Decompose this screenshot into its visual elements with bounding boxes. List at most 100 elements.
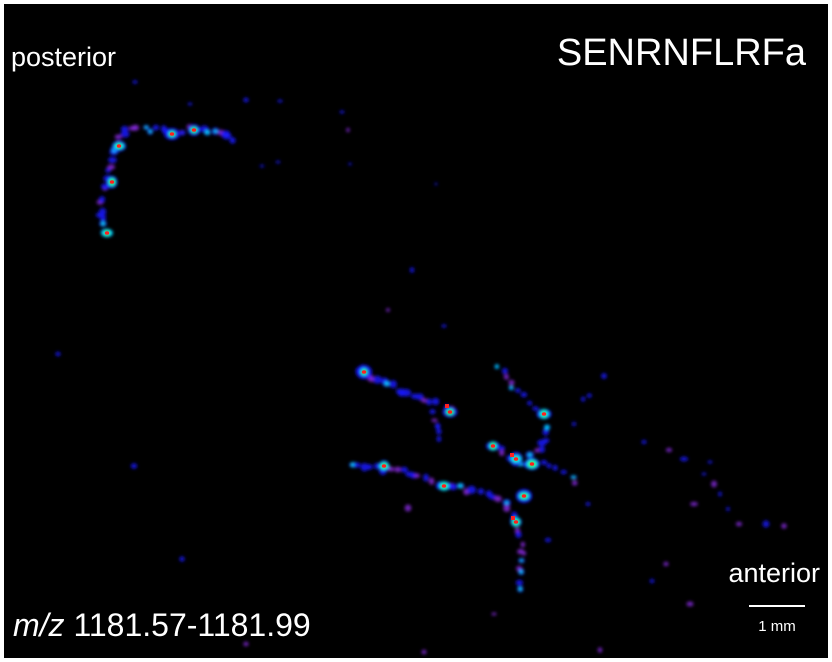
intensity-peak [169, 132, 175, 136]
scale-bar-line [749, 605, 805, 607]
intensity-spot [107, 164, 116, 170]
intensity-spot [413, 473, 421, 478]
intensity-spot [401, 388, 412, 397]
intensity-spot [275, 160, 281, 164]
anterior-label: anterior [728, 558, 820, 588]
mz-range-label: m/z 1181.57-1181.99 [13, 609, 311, 641]
intensity-spot [458, 483, 463, 489]
intensity-spot [366, 464, 373, 470]
intensity-spot [527, 400, 533, 406]
intensity-spot [649, 578, 655, 584]
intensity-spot [243, 641, 249, 647]
intensity-spot [509, 386, 514, 390]
intensity-spot [495, 364, 499, 369]
intensity-spot [585, 501, 591, 507]
intensity-spot [491, 612, 497, 616]
intensity-peak [521, 494, 527, 498]
intensity-spot [508, 379, 515, 386]
intensity-spot [544, 537, 552, 543]
intensity-peak [510, 453, 514, 457]
posterior-label: posterior [11, 42, 117, 72]
intensity-spot [277, 99, 283, 103]
intensity-spot [503, 505, 511, 512]
intensity-spot [586, 393, 592, 398]
intensity-spot [348, 162, 352, 166]
intensity-spot [641, 439, 647, 445]
intensity-spot [663, 561, 669, 567]
intensity-spot [520, 541, 526, 548]
intensity-spot [679, 456, 689, 462]
intensity-spot [400, 466, 408, 473]
intensity-spot [519, 559, 524, 562]
intensity-peak [104, 231, 110, 235]
intensity-peak [529, 462, 535, 466]
intensity-spot [346, 127, 350, 133]
mz-prefix: m/z [13, 607, 65, 643]
intensity-spot [781, 523, 787, 529]
intensity-spot [726, 506, 730, 512]
intensity-peak [511, 516, 515, 520]
intensity-spot [494, 495, 502, 502]
intensity-spot [360, 462, 369, 472]
intensity-spot [527, 452, 533, 457]
intensity-spot [213, 129, 218, 133]
intensity-peak [541, 412, 547, 416]
intensity-spot [538, 445, 546, 453]
intensity-spot [204, 130, 210, 135]
intensity-peak [447, 410, 453, 414]
intensity-spot [130, 463, 138, 469]
ms-image-panel: posterior SENRNFLRFa anterior m/z 1181.5… [4, 4, 828, 658]
intensity-spot [229, 137, 236, 144]
intensity-spot [552, 464, 558, 471]
intensity-spot [686, 601, 694, 607]
intensity-spot [423, 473, 429, 482]
intensity-spot [120, 130, 130, 138]
intensity-spot [597, 647, 603, 653]
intensity-spot [544, 425, 550, 430]
intensity-spot [560, 469, 567, 475]
intensity-spot [518, 587, 523, 591]
intensity-spot [431, 418, 438, 423]
intensity-spot [259, 164, 265, 168]
intensity-spot [532, 406, 539, 411]
intensity-spot [701, 472, 707, 476]
peptide-title: SENRNFLRFa [556, 32, 806, 74]
intensity-peak [191, 128, 197, 132]
intensity-spot [389, 380, 397, 389]
intensity-peak [116, 144, 122, 148]
mz-range-value: 1181.57-1181.99 [73, 607, 311, 643]
intensity-spot [426, 398, 432, 406]
intensity-spot [144, 125, 148, 129]
intensity-spot [353, 462, 361, 468]
intensity-spot [152, 124, 160, 131]
intensity-spot [436, 435, 442, 442]
intensity-spot [540, 459, 548, 465]
intensity-spot [243, 97, 249, 103]
intensity-spot [373, 462, 381, 470]
intensity-spot [501, 367, 508, 375]
intensity-spot [98, 196, 106, 203]
intensity-spot [435, 422, 441, 430]
intensity-spot [434, 182, 438, 186]
intensity-spot [519, 570, 524, 574]
intensity-spot [601, 373, 607, 379]
intensity-spot [690, 501, 698, 507]
intensity-spot [762, 520, 770, 528]
intensity-spot [421, 398, 428, 403]
intensity-spot [477, 488, 485, 495]
intensity-spot [581, 396, 586, 402]
intensity-peak [490, 444, 496, 448]
intensity-spot [114, 134, 122, 140]
intensity-spot [107, 156, 117, 164]
intensity-spot [534, 448, 540, 453]
intensity-spot [429, 409, 436, 415]
intensity-spot [542, 437, 550, 444]
intensity-peak [109, 180, 115, 184]
intensity-peak [361, 370, 367, 374]
intensity-spot [409, 267, 415, 273]
intensity-spot [503, 374, 509, 380]
scale-bar-label: 1 mm [758, 618, 796, 635]
intensity-spot [515, 388, 521, 393]
intensity-spot [132, 80, 138, 84]
intensity-spot [101, 221, 106, 226]
